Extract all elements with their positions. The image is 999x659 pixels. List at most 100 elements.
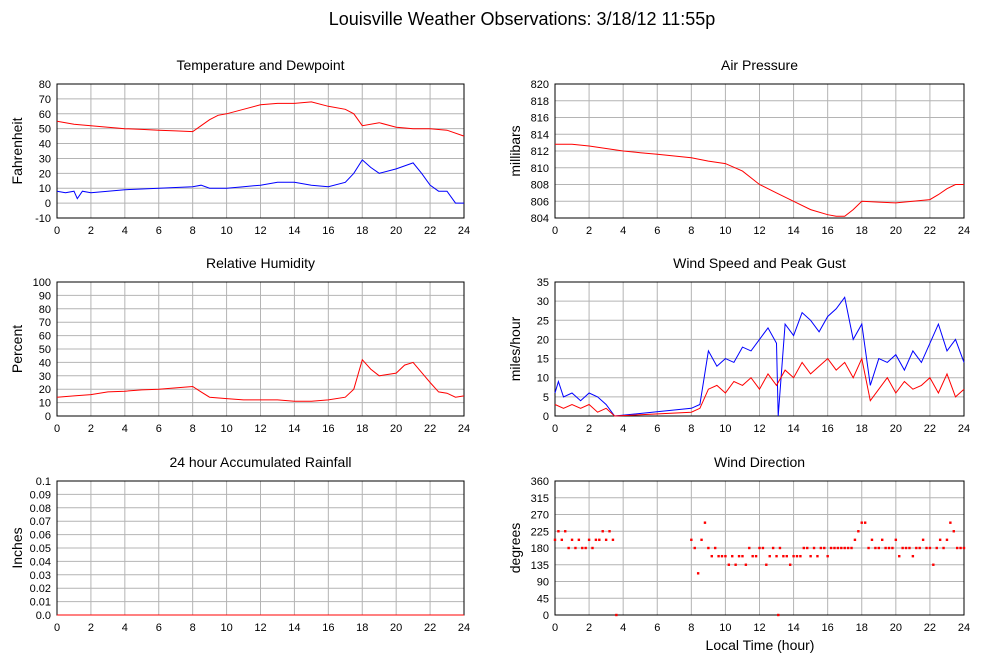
data-point xyxy=(795,554,799,558)
y-tick-label: -10 xyxy=(35,213,51,225)
x-tick-label: 2 xyxy=(586,622,592,634)
x-tick-label: 0 xyxy=(552,225,558,237)
data-point xyxy=(816,554,819,558)
data-point xyxy=(901,546,904,550)
x-tick-label: 6 xyxy=(156,423,162,435)
y-tick-label: 25 xyxy=(537,315,549,327)
x-tick-label: 10 xyxy=(719,622,731,634)
y-tick-label: 0.06 xyxy=(30,530,51,542)
data-point xyxy=(693,546,696,550)
x-tick-label: 18 xyxy=(856,225,868,237)
data-point xyxy=(777,613,780,617)
x-tick-label: 20 xyxy=(890,225,902,237)
x-tick-label: 14 xyxy=(787,225,799,237)
data-point xyxy=(778,546,782,550)
y-tick-label: 45 xyxy=(537,593,549,605)
x-tick-label: 14 xyxy=(288,423,300,435)
x-tick-label: 6 xyxy=(156,225,162,237)
data-point xyxy=(860,521,863,524)
data-point xyxy=(962,546,966,550)
data-point xyxy=(611,538,615,542)
data-point xyxy=(853,538,857,542)
chart-title: Relative Humidity xyxy=(206,255,315,271)
y-tick-label: 820 xyxy=(531,79,549,91)
data-point xyxy=(703,521,707,524)
x-tick-label: 4 xyxy=(620,622,626,634)
data-point xyxy=(744,563,748,566)
x-tick-label: 14 xyxy=(787,622,799,634)
y-tick-label: 225 xyxy=(531,526,549,538)
y-tick-label: 30 xyxy=(39,153,51,165)
y-tick-label: 0.01 xyxy=(30,597,51,609)
y-tick-label: 180 xyxy=(531,543,549,555)
x-tick-label: 20 xyxy=(890,622,902,634)
series-line-blue xyxy=(554,296,965,417)
chart-title: Air Pressure xyxy=(721,57,798,73)
x-tick-label: 6 xyxy=(156,622,162,634)
x-tick-label: 24 xyxy=(458,622,470,634)
data-point xyxy=(863,521,867,524)
y-tick-label: 80 xyxy=(39,79,51,91)
series-line-red xyxy=(56,358,465,402)
data-point xyxy=(785,554,788,558)
x-tick-label: 14 xyxy=(288,225,300,237)
y-tick-label: 10 xyxy=(39,398,51,410)
x-tick-label: 0 xyxy=(54,622,60,634)
data-point xyxy=(819,546,823,550)
x-tick-label: 4 xyxy=(122,225,128,237)
x-tick-label: 24 xyxy=(458,423,470,435)
x-tick-label: 24 xyxy=(958,225,970,237)
x-tick-label: 16 xyxy=(322,622,334,634)
y-tick-label: 315 xyxy=(531,493,549,505)
y-tick-label: 0.08 xyxy=(30,503,51,515)
data-point xyxy=(823,546,826,550)
plot-frame xyxy=(554,83,965,219)
data-point xyxy=(870,538,874,542)
x-tick-label: 18 xyxy=(856,622,868,634)
data-point xyxy=(915,546,918,550)
y-tick-label: 0.03 xyxy=(30,570,51,582)
data-point xyxy=(788,563,792,566)
y-axis-label: Inches xyxy=(9,527,25,568)
series-line-blue xyxy=(56,159,464,204)
y-tick-label: 70 xyxy=(39,94,51,106)
data-point xyxy=(765,563,768,566)
x-tick-label: 0 xyxy=(552,622,558,634)
data-point xyxy=(884,546,887,550)
x-tick-label: 4 xyxy=(122,622,128,634)
data-point xyxy=(570,538,574,542)
x-tick-label: 16 xyxy=(822,423,834,435)
series-line-red xyxy=(554,356,965,417)
x-tick-label: 22 xyxy=(424,225,436,237)
x-tick-label: 10 xyxy=(220,622,232,634)
data-point xyxy=(949,521,952,524)
data-point xyxy=(918,546,921,550)
x-tick-label: 20 xyxy=(390,225,402,237)
data-point xyxy=(564,530,567,533)
y-tick-label: 50 xyxy=(39,344,51,356)
data-point xyxy=(775,554,778,558)
x-axis-label: Local Time (hour) xyxy=(706,637,815,653)
data-point xyxy=(792,554,795,558)
data-point xyxy=(840,546,843,550)
data-point xyxy=(867,546,870,550)
data-point xyxy=(850,546,853,550)
chart-title: Wind Speed and Peak Gust xyxy=(673,255,846,271)
data-point xyxy=(598,538,601,542)
x-tick-label: 14 xyxy=(787,423,799,435)
x-tick-label: 16 xyxy=(322,225,334,237)
page-title: Louisville Weather Observations: 3/18/12… xyxy=(329,9,716,29)
data-point xyxy=(696,572,700,575)
y-tick-label: 0 xyxy=(45,411,51,423)
x-tick-label: 24 xyxy=(958,423,970,435)
data-point xyxy=(713,546,717,550)
x-tick-label: 10 xyxy=(220,423,232,435)
x-tick-label: 12 xyxy=(254,622,266,634)
y-tick-label: 0 xyxy=(543,411,549,423)
data-point xyxy=(758,546,761,550)
data-point xyxy=(836,546,840,550)
y-tick-label: 60 xyxy=(39,109,51,121)
data-point xyxy=(615,613,618,617)
